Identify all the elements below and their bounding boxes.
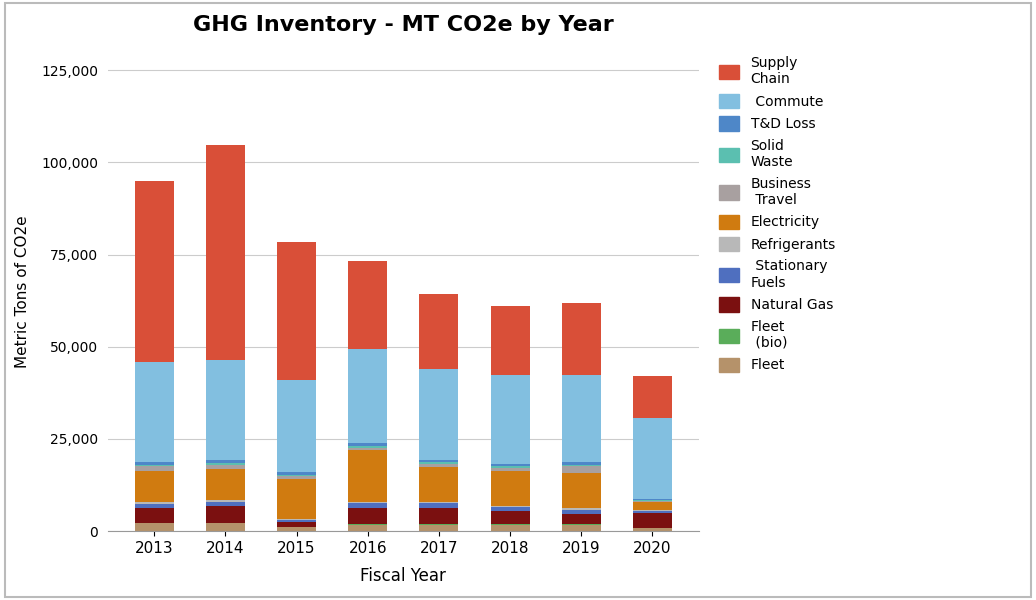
Bar (420, 463, 459, 464)
Title: GHG Inventory - MT CO2e by Year: GHG Inventory - MT CO2e by Year (193, 15, 613, 35)
Bar (420, 460, 459, 463)
Bar (420, 508, 459, 524)
Legend: Supply
Chain,  Commute, T&D Loss, Solid
Waste, Business
 Travel, Electricity, Re: Supply Chain, Commute, T&D Loss, Solid W… (712, 49, 842, 379)
Bar (206, 145, 244, 360)
Bar (348, 443, 387, 446)
Bar (490, 524, 529, 531)
Bar (490, 506, 529, 507)
Bar (206, 463, 244, 464)
Bar (206, 500, 244, 502)
Bar (135, 461, 174, 464)
Bar (135, 503, 174, 508)
Bar (420, 464, 459, 467)
Bar (420, 370, 459, 460)
Bar (206, 464, 244, 469)
Bar (277, 527, 316, 531)
Bar (633, 513, 672, 527)
Bar (277, 242, 316, 380)
Bar (206, 523, 244, 531)
Bar (490, 466, 529, 468)
Bar (206, 506, 244, 523)
Bar (562, 466, 601, 473)
X-axis label: Fiscal Year: Fiscal Year (361, 567, 447, 585)
Bar (135, 523, 174, 531)
Bar (277, 479, 316, 519)
Bar (135, 471, 174, 502)
Bar (277, 380, 316, 472)
Bar (633, 510, 672, 511)
Bar (420, 524, 459, 531)
Bar (420, 294, 459, 370)
Bar (277, 519, 316, 520)
Bar (562, 509, 601, 514)
Y-axis label: Metric Tons of CO2e: Metric Tons of CO2e (15, 215, 30, 368)
Bar (277, 522, 316, 527)
Bar (135, 464, 174, 466)
Bar (490, 307, 529, 375)
Bar (490, 507, 529, 511)
Bar (206, 502, 244, 506)
Bar (562, 508, 601, 509)
Bar (490, 511, 529, 524)
Bar (348, 503, 387, 508)
Bar (562, 462, 601, 464)
Bar (562, 473, 601, 508)
Bar (420, 503, 459, 508)
Bar (348, 502, 387, 503)
Bar (348, 508, 387, 524)
Bar (633, 500, 672, 502)
Bar (490, 464, 529, 466)
Bar (277, 472, 316, 475)
Bar (633, 502, 672, 510)
Bar (135, 502, 174, 503)
Bar (348, 524, 387, 531)
Bar (633, 418, 672, 499)
Bar (562, 464, 601, 466)
Bar (135, 181, 174, 362)
Bar (562, 514, 601, 524)
Bar (135, 362, 174, 461)
Bar (206, 469, 244, 500)
Bar (420, 502, 459, 503)
Bar (277, 476, 316, 479)
Bar (633, 528, 672, 531)
Bar (348, 349, 387, 443)
Bar (490, 375, 529, 464)
Bar (420, 467, 459, 502)
Bar (277, 520, 316, 522)
Bar (277, 475, 316, 476)
Bar (633, 376, 672, 418)
Bar (348, 450, 387, 502)
Bar (633, 499, 672, 500)
Bar (490, 470, 529, 506)
Bar (490, 468, 529, 470)
Bar (562, 303, 601, 376)
Bar (562, 524, 601, 531)
Bar (633, 511, 672, 513)
Bar (348, 446, 387, 448)
Bar (562, 376, 601, 462)
Bar (135, 466, 174, 471)
Bar (135, 508, 174, 523)
Bar (206, 360, 244, 460)
Bar (206, 460, 244, 463)
Bar (348, 448, 387, 450)
Bar (348, 262, 387, 349)
